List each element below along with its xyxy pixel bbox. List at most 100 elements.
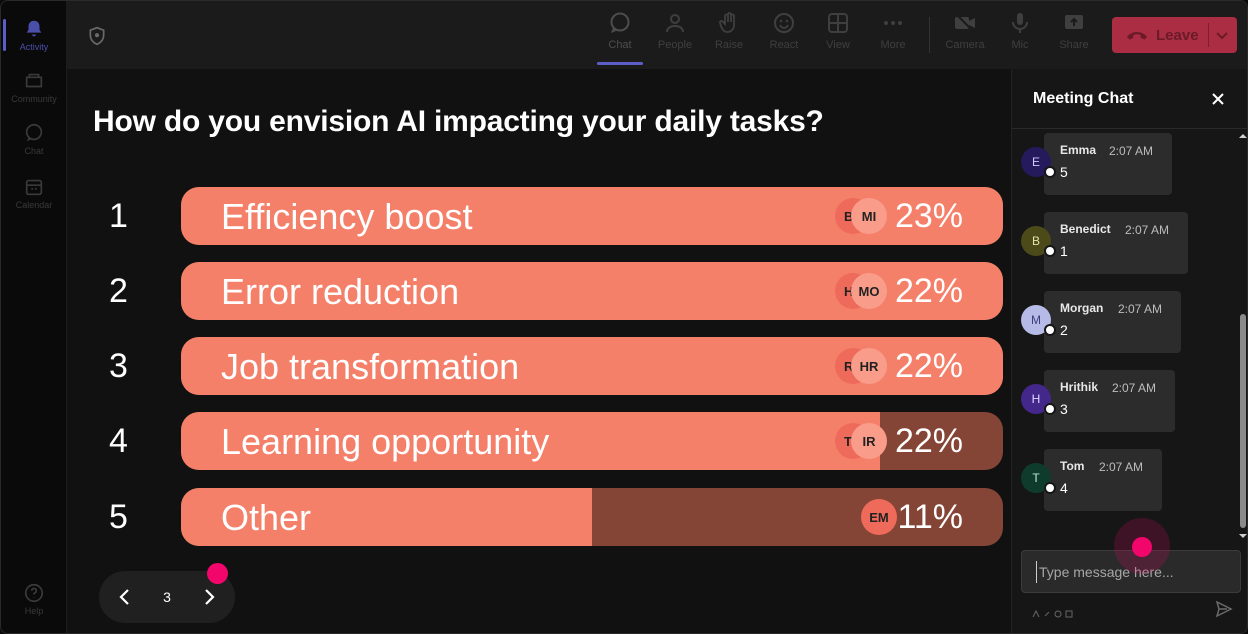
format-icon[interactable] [1032, 605, 1040, 618]
raise-hand-button[interactable]: Raise [704, 11, 754, 61]
scroll-down-arrow-icon[interactable] [1239, 532, 1247, 540]
share-screen-icon [1065, 15, 1083, 29]
rail-item-chat[interactable]: Chat [1, 113, 67, 165]
camera-button-label: Camera [945, 39, 985, 51]
message-text: 3 [1060, 401, 1068, 417]
chat-button-label: Chat [608, 39, 632, 51]
message-time: 2:07 AM [1112, 381, 1157, 395]
sender-name: Hrithik [1060, 380, 1099, 394]
microphone-icon [1012, 13, 1028, 33]
calendar-icon [25, 179, 43, 196]
react-button-label: React [769, 39, 799, 51]
option-label: Error reduction [221, 271, 460, 312]
poll-option-row: 2 Error reduction HE MO 22% [67, 262, 1011, 320]
presence-status [1044, 324, 1056, 336]
raise-button-label: Raise [714, 39, 744, 51]
left-rail: Activity Community Chat Calendar Help [1, 1, 67, 633]
community-icon [25, 73, 43, 88]
message-time: 2:07 AM [1109, 144, 1154, 158]
chat-message: Emma 2:07 AM 5 E [1012, 133, 1236, 197]
chat-composer [1021, 550, 1241, 593]
message-text: 1 [1060, 243, 1068, 259]
rail-item-community[interactable]: Community [1, 61, 67, 113]
share-button[interactable]: Share [1049, 11, 1099, 61]
rail-label: Community [11, 94, 57, 104]
option-number: 1 [109, 197, 128, 235]
message-input[interactable] [1036, 561, 1226, 583]
sender-name: Morgan [1060, 301, 1104, 315]
camera-off-icon [955, 13, 975, 33]
react-button[interactable]: React [759, 11, 809, 61]
sender-name: Benedict [1060, 222, 1111, 236]
send-icon[interactable] [1215, 600, 1233, 618]
rail-item-calendar[interactable]: Calendar [1, 167, 67, 219]
help-icon [24, 583, 44, 603]
rail-label: Calendar [15, 200, 53, 210]
scrollbar-thumb[interactable] [1240, 314, 1246, 528]
rail-item-help[interactable]: Help [1, 573, 67, 625]
message-text: 5 [1060, 164, 1068, 180]
option-percent: 22% [894, 272, 963, 310]
rail-item-activity[interactable]: Activity [1, 9, 67, 61]
more-button[interactable]: More [868, 11, 918, 61]
voter-avatar: IR [851, 423, 887, 459]
leave-button-label: Leave [1156, 26, 1199, 44]
message-bubble: Tom 2:07 AM 4 [1044, 449, 1162, 511]
option-percent: 23% [894, 197, 963, 235]
chat-scrollbar[interactable] [1236, 130, 1247, 542]
page-number: 3 [163, 589, 171, 605]
chevron-left-icon[interactable] [113, 585, 137, 609]
chat-message: Hrithik 2:07 AM 3 H [1012, 370, 1236, 434]
cursor-indicator [207, 563, 228, 584]
grid-view-icon [828, 13, 848, 33]
mic-button[interactable]: Mic [995, 11, 1045, 61]
format-toolbar [1032, 605, 1073, 618]
message-bubble: Emma 2:07 AM 5 [1044, 133, 1172, 195]
presence-status [1044, 482, 1056, 494]
message-time: 2:07 AM [1118, 302, 1163, 316]
emoji-icon[interactable] [1054, 605, 1062, 618]
chat-message: Benedict 2:07 AM 1 B [1012, 212, 1236, 276]
result-bar-fill [181, 412, 880, 470]
poll-option-row: 4 Learning opportunity TC IR 22% [67, 412, 1011, 470]
more-button-label: More [880, 39, 906, 51]
shield-icon[interactable] [87, 25, 107, 47]
poll-result-bar: Efficiency boost BE MI 23% [181, 187, 1003, 245]
bell-icon [26, 20, 42, 37]
message-time: 2:07 AM [1099, 460, 1144, 474]
view-button[interactable]: View [813, 11, 863, 61]
option-number: 5 [109, 498, 128, 536]
presence-status [1044, 245, 1056, 257]
camera-button[interactable]: Camera [940, 11, 990, 61]
chevron-right-icon[interactable] [197, 585, 221, 609]
message-text: 2 [1060, 322, 1068, 338]
chat-message: Tom 2:07 AM 4 T [1012, 449, 1236, 513]
people-button[interactable]: People [650, 11, 700, 61]
chevron-down-icon[interactable] [1214, 27, 1230, 43]
leave-button[interactable]: Leave [1112, 17, 1237, 53]
message-time: 2:07 AM [1125, 223, 1170, 237]
chat-button[interactable]: Chat [595, 11, 645, 65]
option-label: Learning opportunity [221, 421, 550, 462]
poll-result-bar: Job transformation RC HR 22% [181, 337, 1003, 395]
smiley-icon [774, 13, 794, 33]
person-icon [666, 14, 684, 33]
chat-message-list[interactable]: Emma 2:07 AM 5 E Benedict 2:07 AM 1 B Mo [1012, 130, 1236, 542]
option-number: 4 [109, 422, 128, 460]
gif-icon[interactable] [1065, 605, 1073, 618]
chat-message: Morgan 2:07 AM 2 M [1012, 291, 1236, 355]
poll-option-row: 1 Efficiency boost BE MI 23% [67, 187, 1011, 245]
scroll-up-arrow-icon[interactable] [1239, 132, 1247, 140]
attach-icon[interactable] [1043, 605, 1051, 617]
meeting-chat-panel: Meeting Chat Emma 2:07 AM 5 E Benedict 2… [1011, 69, 1247, 633]
option-label: Job transformation [221, 346, 520, 387]
close-icon[interactable] [1209, 90, 1227, 108]
poll-option-row: 5 Other EM 11% [67, 488, 1011, 546]
message-text: 4 [1060, 480, 1068, 496]
poll-result-bar: Error reduction HE MO 22% [181, 262, 1003, 320]
poll-question: How do you envision AI impacting your da… [93, 105, 824, 138]
option-percent: 11% [897, 498, 963, 536]
message-bubble: Hrithik 2:07 AM 3 [1044, 370, 1175, 432]
option-label: Other [221, 497, 312, 538]
